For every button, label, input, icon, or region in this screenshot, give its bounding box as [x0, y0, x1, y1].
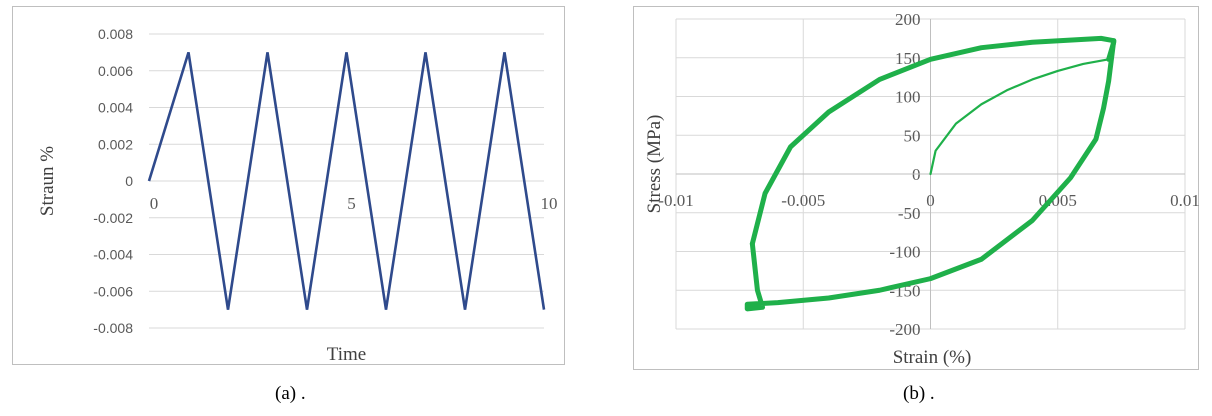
y-tick-label: 200 — [895, 10, 921, 29]
caption-a: (a) . — [275, 383, 306, 404]
x-tick-label: -0.005 — [781, 191, 825, 210]
y-tick-label: 150 — [895, 49, 921, 68]
x-tick-label: 0 — [926, 191, 935, 210]
y-tick-label: 50 — [904, 126, 921, 145]
chart-b-panel: 200 150 100 50 0 -50 -100 -150 -200 -0.01 -0.005 0 0… — [633, 6, 1200, 370]
y-tick-label: 0 — [125, 173, 133, 189]
y-tick-label: -0.002 — [93, 210, 133, 226]
x-tick-label: 5 — [347, 194, 356, 213]
y-tick-label: 0.006 — [98, 63, 133, 79]
y-tick-label: -100 — [889, 243, 920, 262]
y-tick-label: -0.004 — [93, 247, 133, 263]
chart-a-panel: 0.008 0.006 0.004 0.002 0 -0.002 -0.004 -0.006 -… — [12, 6, 565, 365]
y-axis-title: Straun % — [37, 146, 58, 216]
x-tick-label: -0.01 — [658, 191, 693, 210]
caption-b: (b) . — [903, 383, 935, 404]
y-tick-label: -0.006 — [93, 283, 133, 299]
x-tick-label: 0.01 — [1170, 191, 1200, 210]
y-tick-label: 100 — [895, 88, 921, 107]
y-tick-label: 0.004 — [98, 100, 133, 116]
x-tick-label: 0 — [150, 194, 159, 213]
series-line — [744, 38, 1117, 312]
chart-a: 0.008 0.006 0.004 0.002 0 -0.002 -0.004 -0.006 -… — [37, 26, 558, 365]
series-line — [929, 58, 1110, 176]
series-line — [147, 51, 546, 310]
y-tick-label: 0.002 — [98, 136, 133, 152]
y-tick-label: -0.008 — [93, 320, 133, 336]
x-axis-title: Strain (%) — [893, 347, 972, 368]
y-tick-label: -50 — [898, 204, 921, 223]
x-axis-title: Time — [327, 344, 366, 365]
x-tick-label: 10 — [541, 194, 558, 213]
y-axis-title: Stress (MPa) — [644, 115, 665, 214]
y-tick-label: -200 — [889, 320, 920, 339]
y-tick-label: 0.008 — [98, 26, 133, 42]
